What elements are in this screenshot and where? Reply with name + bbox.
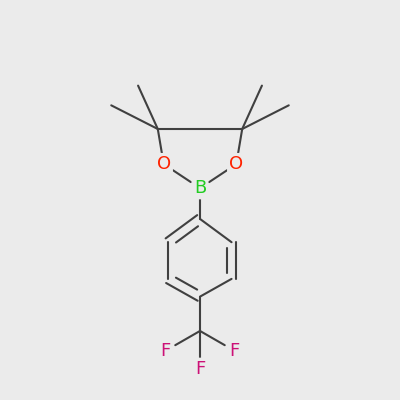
Text: O: O [157,155,171,173]
Text: F: F [195,360,205,378]
Text: O: O [229,155,243,173]
Text: B: B [194,179,206,197]
Text: F: F [160,342,171,360]
Text: F: F [229,342,240,360]
